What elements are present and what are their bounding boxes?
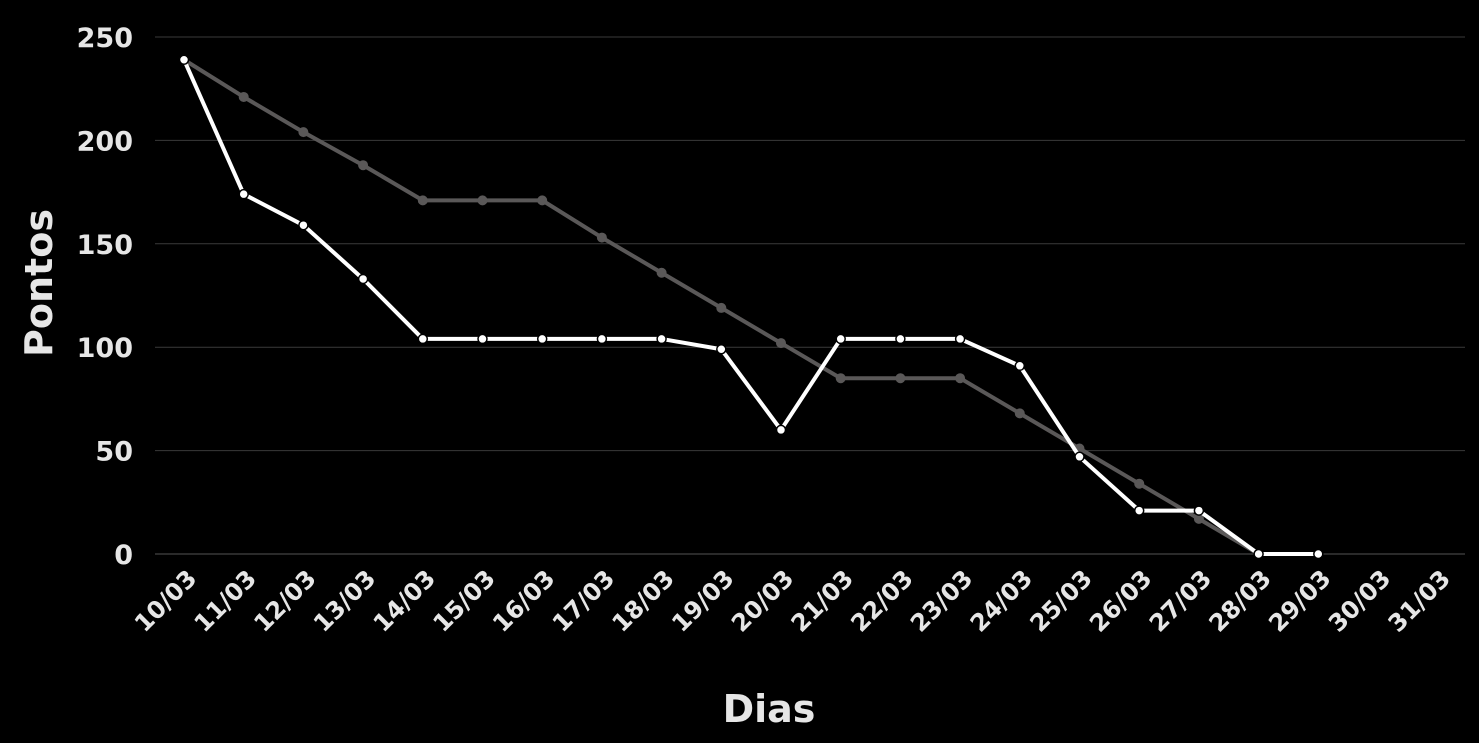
data-point <box>716 302 727 313</box>
data-point <box>1193 505 1205 516</box>
x-tick-label: 30/03 <box>1323 564 1396 637</box>
y-tick-label: 250 <box>77 23 133 54</box>
data-point <box>477 195 488 206</box>
x-tick-label: 24/03 <box>965 564 1038 637</box>
data-point <box>835 333 846 345</box>
data-point <box>417 333 429 345</box>
x-tick-label: 10/03 <box>129 564 202 637</box>
x-tick-label: 23/03 <box>905 564 978 637</box>
grid-lines <box>155 36 1465 555</box>
x-tick-label: 13/03 <box>308 564 381 637</box>
data-point <box>596 232 607 243</box>
data-point <box>895 333 906 345</box>
data-point <box>1133 505 1145 516</box>
data-point <box>238 188 249 200</box>
x-tick-label: 16/03 <box>487 564 560 637</box>
series-1 <box>179 54 1264 559</box>
data-point <box>656 267 667 278</box>
x-tick-label: 26/03 <box>1084 564 1157 637</box>
data-point <box>955 373 966 384</box>
x-tick-label: 28/03 <box>1204 564 1277 637</box>
series-line <box>182 57 1321 556</box>
data-point <box>477 333 488 345</box>
data-point <box>776 338 786 349</box>
data-point <box>1134 478 1145 489</box>
y-tick-label: 150 <box>77 230 133 261</box>
data-point <box>954 333 966 345</box>
series-lines <box>178 54 1324 560</box>
x-axis-ticks: 10/0311/0312/0313/0314/0315/0316/0317/03… <box>129 564 1456 637</box>
data-point <box>1253 548 1264 560</box>
data-point <box>358 160 369 171</box>
x-tick-label: 31/03 <box>1383 564 1456 637</box>
x-tick-label: 19/03 <box>666 564 739 637</box>
data-point <box>895 373 906 384</box>
data-point <box>238 91 249 102</box>
y-tick-label: 50 <box>95 437 133 468</box>
data-point <box>417 195 428 206</box>
y-tick-label: 100 <box>77 333 133 364</box>
series-2 <box>178 54 1324 560</box>
x-tick-label: 20/03 <box>726 564 799 637</box>
data-point <box>1074 451 1085 463</box>
x-tick-label: 18/03 <box>607 564 680 637</box>
x-tick-label: 21/03 <box>786 564 859 637</box>
x-tick-label: 17/03 <box>547 564 620 637</box>
data-point <box>178 54 190 65</box>
x-tick-label: 22/03 <box>845 564 918 637</box>
data-point <box>1014 360 1026 372</box>
x-tick-label: 27/03 <box>1144 564 1217 637</box>
x-tick-label: 14/03 <box>368 564 441 637</box>
data-point <box>1014 408 1025 419</box>
data-point <box>357 273 369 285</box>
data-point <box>775 424 787 436</box>
data-point <box>656 333 667 345</box>
y-axis-label: Pontos <box>17 209 61 357</box>
x-tick-label: 15/03 <box>428 564 501 637</box>
data-point <box>1313 548 1324 560</box>
data-point <box>835 373 846 384</box>
y-tick-label: 0 <box>114 540 133 571</box>
y-tick-label: 200 <box>77 126 133 157</box>
data-point <box>298 127 309 138</box>
x-tick-label: 29/03 <box>1263 564 1336 637</box>
x-tick-label: 11/03 <box>189 564 262 637</box>
data-point <box>298 219 309 231</box>
data-point <box>537 195 548 206</box>
data-point <box>536 333 548 345</box>
x-tick-label: 12/03 <box>248 564 321 637</box>
x-axis-label: Dias <box>723 687 816 731</box>
data-point <box>716 344 727 355</box>
y-axis-ticks: 0 50 100 150 200 250 <box>77 23 133 571</box>
x-tick-label: 25/03 <box>1025 564 1098 637</box>
data-point <box>596 333 608 345</box>
